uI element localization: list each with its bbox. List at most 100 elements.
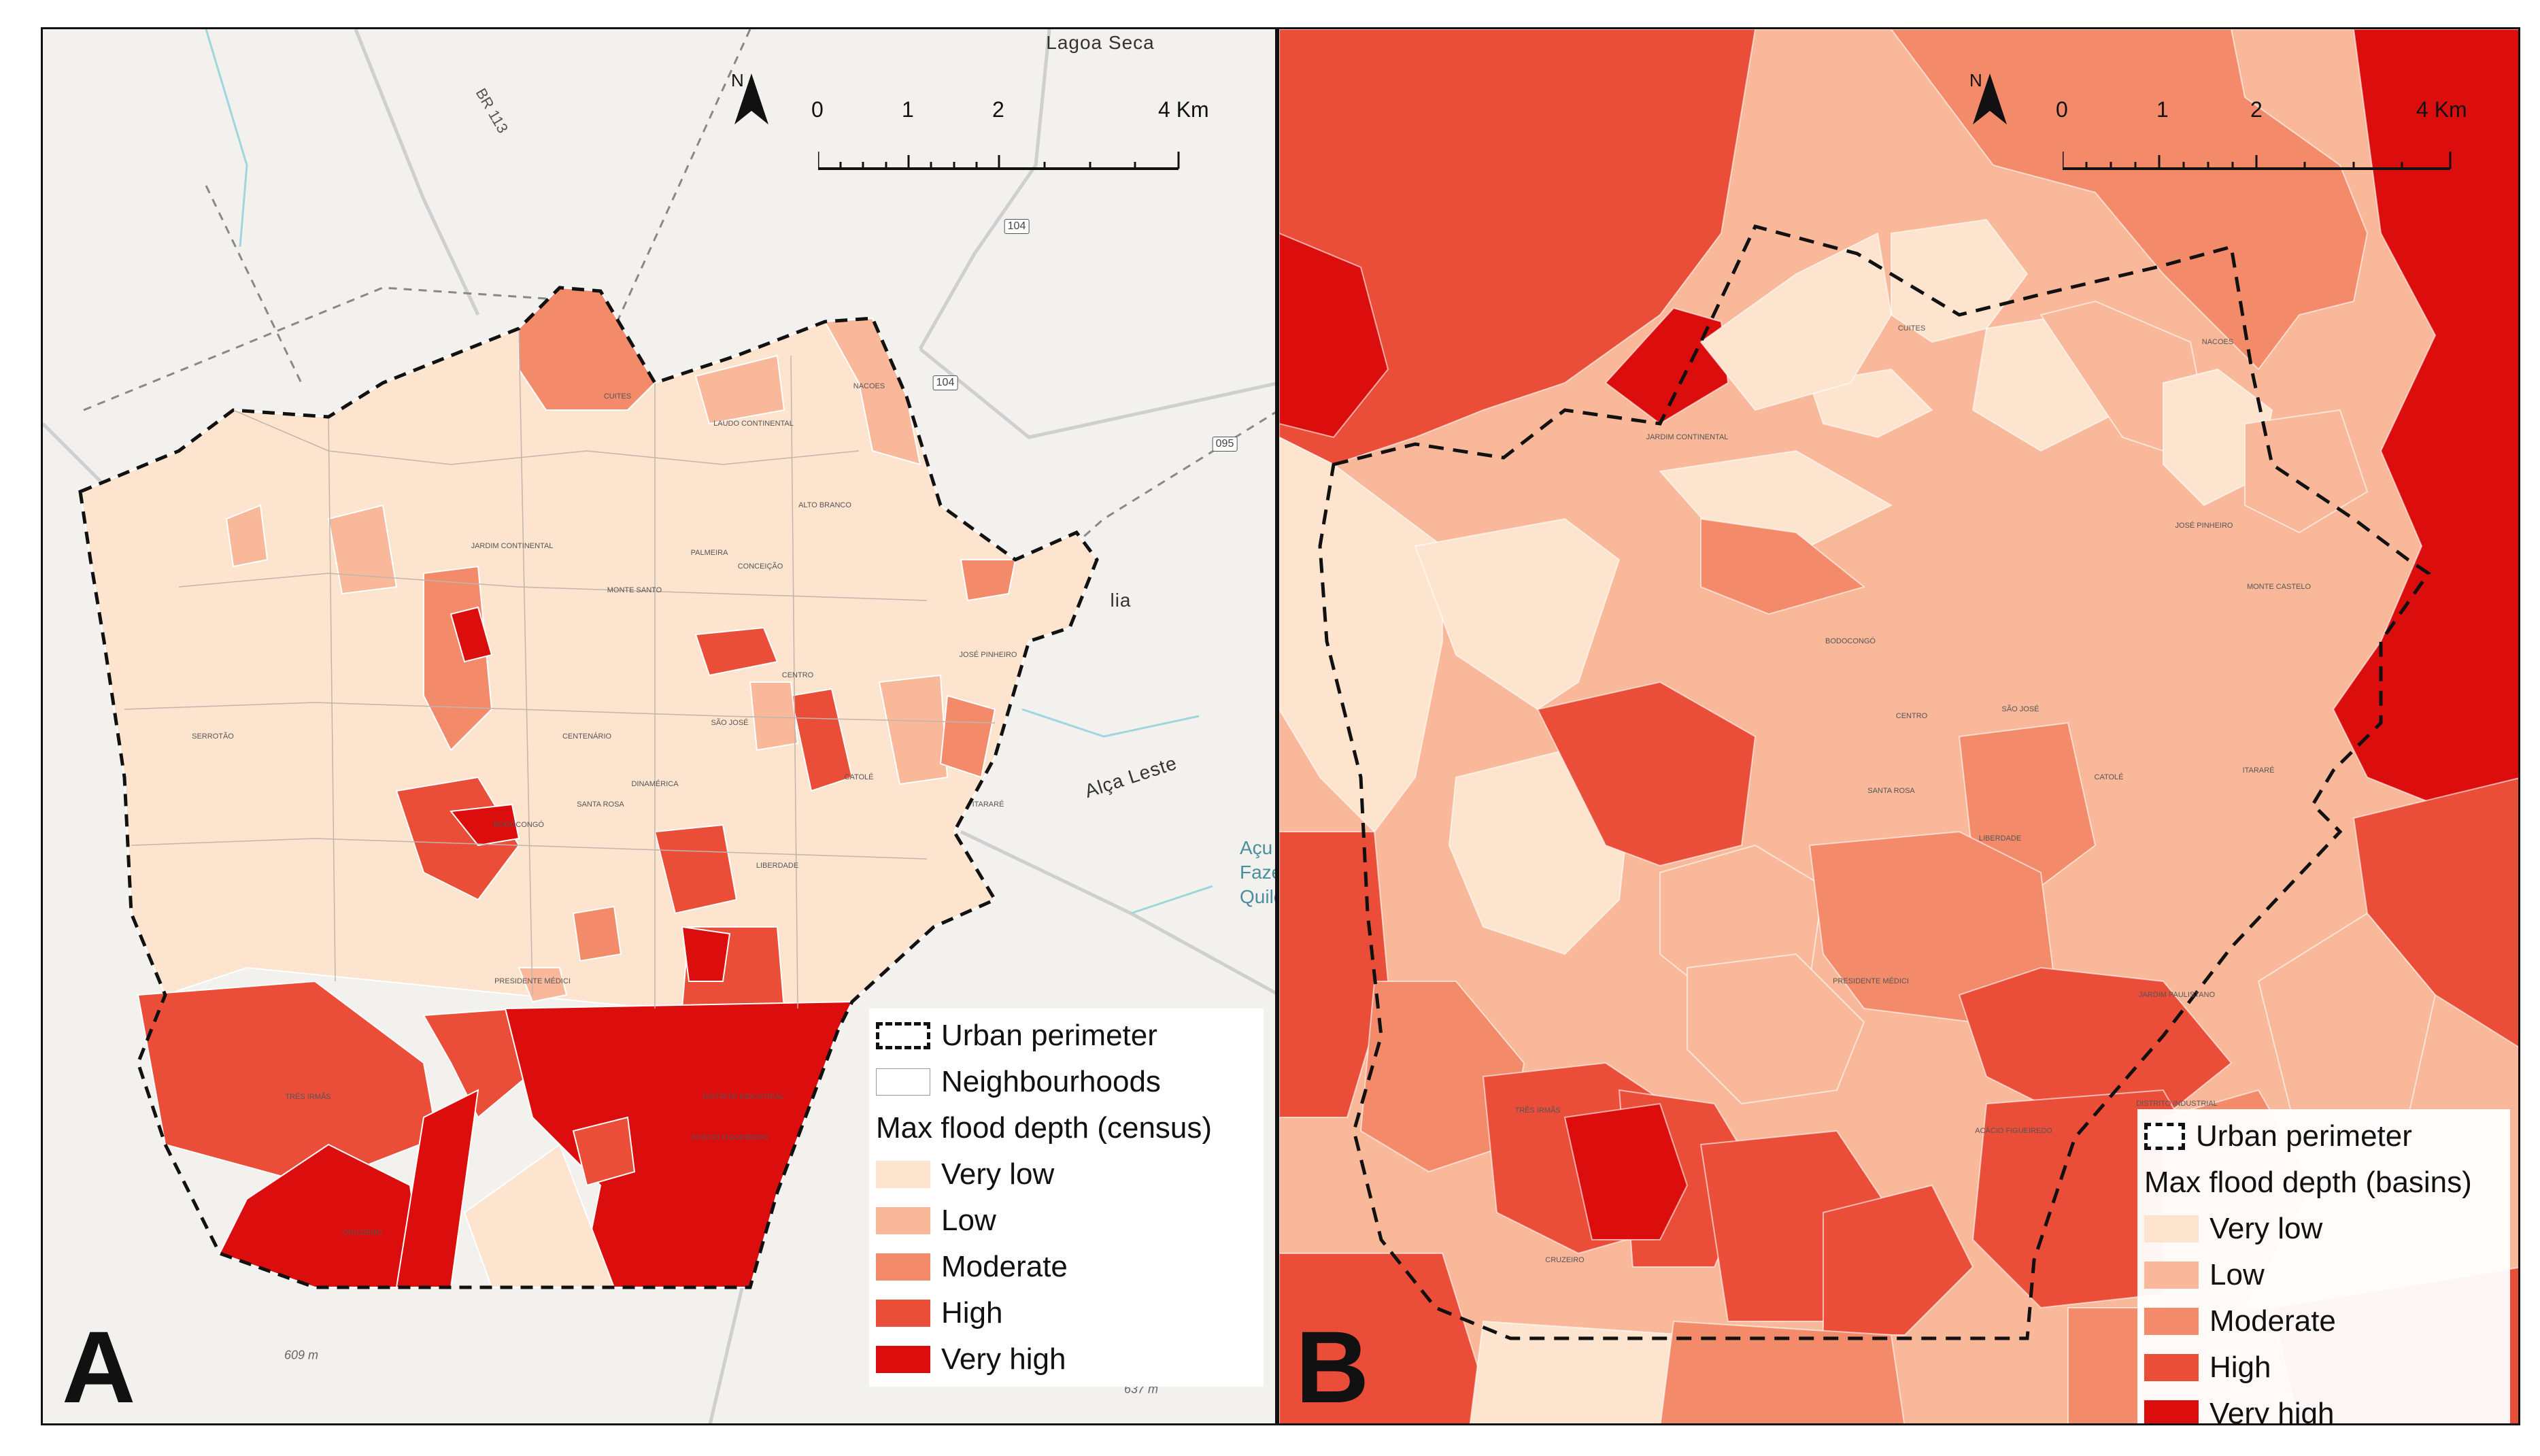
basin-label: CATOLÉ bbox=[2094, 773, 2124, 781]
census-tract bbox=[681, 926, 731, 982]
census-tract bbox=[572, 905, 622, 962]
basin-label: JOSÉ PINHEIRO bbox=[2175, 522, 2233, 530]
legend-swatch-very-high-b bbox=[2144, 1400, 2199, 1423]
census-tract bbox=[824, 317, 921, 466]
legend-swatch-very-low bbox=[876, 1161, 930, 1188]
legend-row-very-low-b: Very low bbox=[2144, 1206, 2503, 1252]
legend-label-moderate: Moderate bbox=[941, 1250, 1068, 1283]
neighbourhood-label: TRÊS IRMÃS bbox=[285, 1093, 331, 1101]
legend-swatch-low bbox=[876, 1207, 930, 1234]
legend-swatch-moderate bbox=[876, 1253, 930, 1281]
drainage-basin bbox=[1279, 232, 1389, 439]
drainage-basin bbox=[1563, 1102, 1689, 1240]
drainage-basin bbox=[1604, 307, 1729, 425]
drainage-basin bbox=[1469, 1320, 1689, 1423]
basin-label: DISTRITO INDUSTRIAL bbox=[2136, 1100, 2218, 1108]
legend-swatch-perimeter bbox=[876, 1022, 930, 1049]
neighbourhood-label: CONCEIÇÃO bbox=[737, 562, 783, 571]
neighbourhood-label: ACÁCIO FIGUEIREDO bbox=[691, 1134, 768, 1142]
road-shield-104b: 104 bbox=[932, 375, 958, 390]
scale-tick-4-b: 4 Km bbox=[2416, 97, 2467, 122]
basin-label: ITARARÉ bbox=[2242, 766, 2275, 775]
legend-row-perimeter-b: Urban perimeter bbox=[2144, 1113, 2503, 1159]
legend-swatch-very-low-b bbox=[2144, 1215, 2199, 1242]
legend-label-very-low: Very low bbox=[941, 1157, 1055, 1191]
scale-tick-2: 2 bbox=[992, 97, 1004, 122]
neighbourhood-boundary bbox=[328, 416, 336, 982]
basin-label: ACÁCIO FIGUEIREDO bbox=[1975, 1127, 2052, 1135]
legend-swatch-neighbourhoods bbox=[876, 1068, 930, 1096]
census-tract bbox=[960, 559, 1017, 602]
urban-perimeter-a bbox=[78, 286, 1099, 1289]
census-tract bbox=[878, 674, 949, 785]
neighbourhood-label: CENTENÁRIO bbox=[562, 732, 612, 741]
legend-label-high: High bbox=[941, 1296, 1003, 1330]
drainage-basin bbox=[1958, 966, 2233, 1118]
neighbourhood-label: LAUDO CONTINENTAL bbox=[713, 420, 794, 428]
drainage-basin bbox=[1536, 681, 1757, 867]
basin-label: CRUZEIRO bbox=[1545, 1256, 1585, 1264]
north-arrow-b: N bbox=[1969, 70, 2007, 124]
legend-row-high-b: High bbox=[2144, 1344, 2503, 1391]
census-tract bbox=[225, 504, 269, 568]
legend-label-very-high-b: Very high bbox=[2209, 1397, 2335, 1425]
legend-label-high-b: High bbox=[2209, 1351, 2271, 1384]
legend-row-low-b: Low bbox=[2144, 1252, 2503, 1298]
legend-row-very-high: Very high bbox=[876, 1336, 1257, 1383]
road-shield-095: 095 bbox=[1212, 437, 1238, 452]
legend-label-low-b: Low bbox=[2209, 1258, 2265, 1291]
neighbourhood-label: PALMEIRA bbox=[690, 549, 728, 557]
basin-label: NACOES bbox=[2201, 338, 2234, 346]
map-panel-a: Lagoa Seca Alça Leste BR 113 104 104 095… bbox=[41, 27, 1277, 1425]
census-tract bbox=[450, 606, 493, 663]
neighbourhood-label: MONTE SANTO bbox=[607, 586, 662, 594]
drainage-basin bbox=[2244, 409, 2369, 534]
scale-tick-0-b: 0 bbox=[2056, 97, 2068, 122]
census-tract bbox=[749, 681, 799, 751]
basin-label: JARDIM PAULISTANO bbox=[2138, 991, 2216, 999]
scale-tick-2-b: 2 bbox=[2250, 97, 2263, 122]
basin-label: PRESIDENTE MÉDICI bbox=[1833, 977, 1909, 985]
neighbourhood-label: PRESIDENTE MÉDICI bbox=[494, 977, 571, 985]
place-label-acude: Açu Faze Quilo bbox=[1240, 837, 1275, 907]
census-tract bbox=[654, 824, 738, 915]
census-tract bbox=[218, 1143, 425, 1288]
neighbourhood-boundary bbox=[790, 355, 798, 1009]
legend-row-moderate-b: Moderate bbox=[2144, 1298, 2503, 1344]
scale-bar-a: 0 1 2 4 Km bbox=[811, 97, 1226, 179]
legend-row-perimeter: Urban perimeter bbox=[876, 1013, 1257, 1059]
legend-swatch-moderate-b bbox=[2144, 1308, 2199, 1335]
legend-swatch-high bbox=[876, 1300, 930, 1327]
place-label-lagoa-seca: Lagoa Seca bbox=[1046, 32, 1155, 53]
north-arrow-icon bbox=[734, 73, 768, 124]
census-tract bbox=[518, 286, 656, 411]
neighbourhood-label: JOSÉ PINHEIRO bbox=[959, 651, 1017, 659]
census-tract bbox=[694, 626, 779, 677]
neighbourhood-label: LIBERDADE bbox=[756, 862, 799, 870]
legend-row-low: Low bbox=[876, 1198, 1257, 1244]
base-map-water bbox=[205, 29, 1213, 915]
neighbourhood-boundary bbox=[518, 328, 533, 996]
neighbourhood-label: DINAMÉRICA bbox=[631, 780, 679, 788]
basin-label: SÃO JOSÉ bbox=[2001, 705, 2039, 713]
legend-title-basins: Max flood depth (basins) bbox=[2144, 1166, 2472, 1199]
map-panel-b: CUITES NACOES JARDIM CONTINENTAL BODOCONGÓ C… bbox=[1277, 27, 2520, 1425]
legend-swatch-very-high bbox=[876, 1346, 930, 1373]
elevation-label-609: 609 m bbox=[284, 1348, 319, 1362]
basin-label: TRÊS IRMÃS bbox=[1514, 1106, 1561, 1115]
census-tract bbox=[790, 688, 853, 792]
north-letter: N bbox=[731, 70, 744, 90]
drainage-basin bbox=[1659, 1320, 1906, 1423]
legend-title-census: Max flood depth (census) bbox=[876, 1111, 1213, 1145]
scale-tick-1-b: 1 bbox=[2156, 97, 2169, 122]
basin-label: CUITES bbox=[1897, 324, 1926, 333]
basin-label: MONTE CASTELO bbox=[2246, 583, 2312, 591]
census-tract bbox=[137, 980, 439, 1187]
legend-row-very-high-b: Very high bbox=[2144, 1391, 2503, 1425]
census-tract bbox=[327, 504, 398, 595]
census-map-canvas bbox=[43, 29, 1275, 1423]
legend-census: Urban perimeter Neighbourhoods Max flood… bbox=[869, 1009, 1264, 1387]
panel-letter-b: B bbox=[1296, 1310, 1370, 1424]
legend-row-moderate: Moderate bbox=[876, 1244, 1257, 1290]
north-arrow-icon bbox=[1973, 73, 2007, 124]
